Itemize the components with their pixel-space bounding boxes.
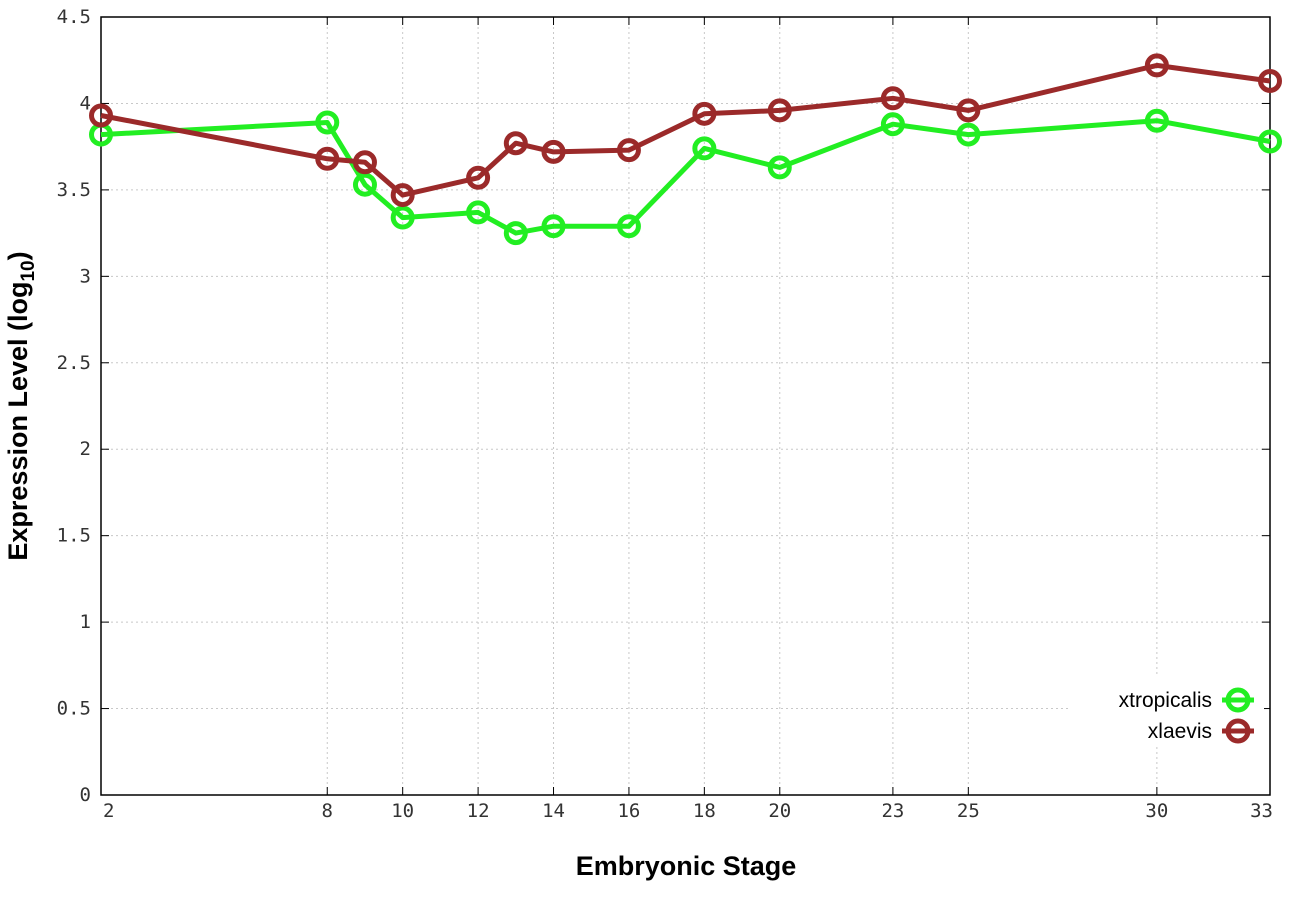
x-tick-label: 16 bbox=[617, 800, 640, 822]
y-tick-label: 2.5 bbox=[57, 352, 91, 374]
legend-label-xtropicalis: xtropicalis bbox=[1119, 689, 1212, 712]
y-axis-title: Expression Level (log10) bbox=[3, 251, 39, 560]
data-point-xlaevis bbox=[956, 98, 981, 123]
data-point-xlaevis bbox=[352, 150, 377, 175]
data-point-xtropicalis bbox=[1258, 129, 1282, 154]
y-tick-label: 2 bbox=[80, 438, 91, 460]
x-tick-label: 33 bbox=[1250, 800, 1273, 822]
series-line-xlaevis bbox=[100, 62, 1271, 198]
plot-frame bbox=[100, 16, 1271, 796]
x-tick-label: 10 bbox=[391, 800, 414, 822]
data-point-xlaevis bbox=[767, 98, 792, 123]
data-point-xlaevis bbox=[616, 138, 641, 163]
y-tick-label: 4 bbox=[80, 92, 91, 114]
data-point-xlaevis bbox=[466, 165, 491, 190]
y-tick-label: 1.5 bbox=[57, 525, 91, 547]
y-axis-title-subscript: 10 bbox=[18, 260, 39, 281]
legend-marker-xlaevis bbox=[1225, 718, 1251, 744]
data-point-xtropicalis bbox=[616, 214, 641, 239]
data-point-xlaevis bbox=[1258, 68, 1282, 93]
data-point-xlaevis bbox=[692, 101, 717, 126]
data-series bbox=[89, 53, 1282, 246]
legend: xtropicalis xlaevis bbox=[1068, 677, 1264, 747]
data-point-xtropicalis bbox=[767, 155, 792, 180]
data-point-xlaevis bbox=[541, 139, 566, 164]
data-point-xlaevis bbox=[880, 86, 905, 111]
y-axis-title-suffix: ) bbox=[3, 251, 33, 260]
data-point-xtropicalis bbox=[390, 205, 415, 230]
data-point-xlaevis bbox=[390, 183, 415, 208]
legend-label-xlaevis: xlaevis bbox=[1148, 720, 1212, 743]
x-axis-title: Embryonic Stage bbox=[576, 851, 797, 881]
y-tick-label: 1 bbox=[80, 611, 91, 633]
x-tick-label: 25 bbox=[957, 800, 980, 822]
y-axis-title-prefix: Expression Level (log bbox=[3, 282, 33, 561]
data-point-xtropicalis bbox=[315, 110, 340, 135]
data-point-xlaevis bbox=[1144, 53, 1169, 78]
data-point-xlaevis bbox=[315, 146, 340, 171]
x-tick-label: 23 bbox=[881, 800, 904, 822]
x-tick-label: 14 bbox=[542, 800, 565, 822]
x-tick-label: 8 bbox=[322, 800, 333, 822]
data-point-xtropicalis bbox=[541, 214, 566, 239]
data-point-xlaevis bbox=[503, 131, 528, 156]
data-point-xtropicalis bbox=[352, 172, 377, 197]
axis-ticks bbox=[100, 16, 1271, 796]
x-tick-label: 20 bbox=[768, 800, 791, 822]
y-tick-label: 3 bbox=[80, 265, 91, 287]
y-tick-labels: 0 0.5 1 1.5 2 2.5 3 3.5 4 4.5 bbox=[57, 6, 91, 806]
x-tick-labels: 2 8 10 12 14 16 18 20 23 25 30 33 bbox=[103, 800, 1273, 822]
y-tick-label: 3.5 bbox=[57, 179, 91, 201]
y-tick-label: 4.5 bbox=[57, 6, 91, 28]
y-tick-label: 0 bbox=[80, 784, 91, 806]
series-line-xtropicalis bbox=[100, 118, 1271, 236]
y-tick-label: 0.5 bbox=[57, 698, 91, 720]
x-tick-label: 30 bbox=[1145, 800, 1168, 822]
data-point-xtropicalis bbox=[503, 221, 528, 246]
data-point-xtropicalis bbox=[1144, 108, 1169, 133]
data-point-xtropicalis bbox=[956, 122, 981, 147]
x-tick-label: 12 bbox=[467, 800, 490, 822]
data-point-xtropicalis bbox=[466, 200, 491, 225]
data-point-xtropicalis bbox=[692, 136, 717, 161]
data-point-xlaevis bbox=[89, 103, 113, 128]
x-tick-label: 18 bbox=[693, 800, 716, 822]
data-point-xtropicalis bbox=[880, 112, 905, 137]
legend-marker-xtropicalis bbox=[1225, 687, 1251, 713]
x-tick-label: 2 bbox=[103, 800, 114, 822]
